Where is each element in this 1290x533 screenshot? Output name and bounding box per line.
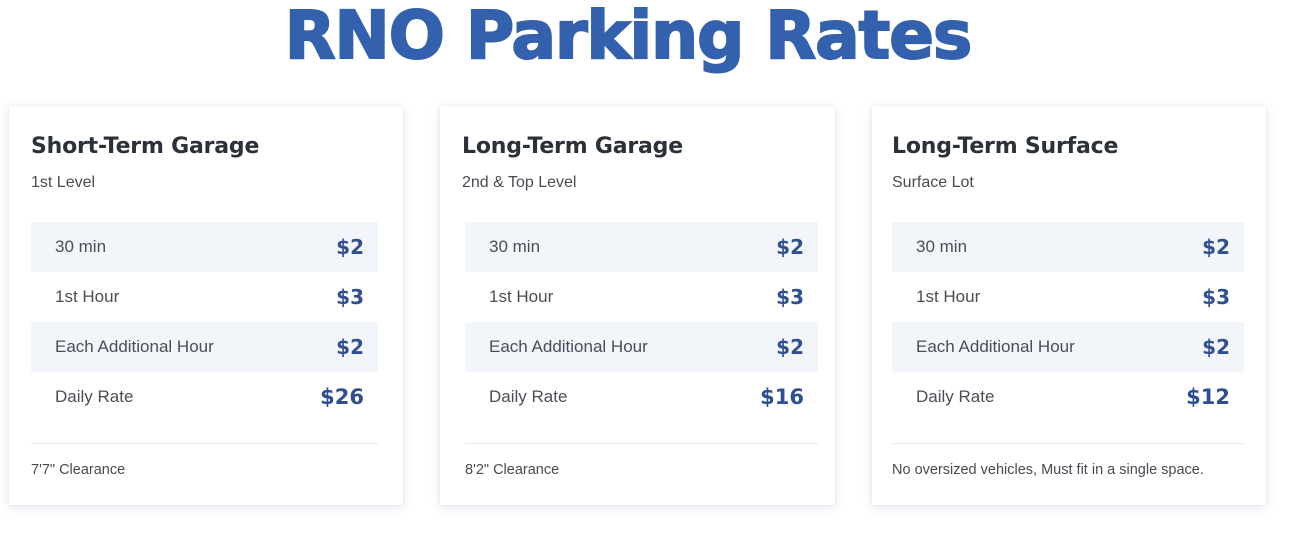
- rate-row-additional-hour: Each Additional Hour $2: [465, 322, 818, 372]
- rate-card-short-term-garage: Short-Term Garage 1st Level 30 min $2 1s…: [9, 106, 403, 505]
- card-subtitle: Surface Lot: [892, 174, 974, 191]
- rate-label: Each Additional Hour: [489, 337, 648, 356]
- divider: [892, 443, 1244, 444]
- divider: [31, 443, 378, 444]
- card-subtitle: 1st Level: [31, 174, 96, 191]
- rate-label: 1st Hour: [55, 287, 120, 306]
- rate-card-long-term-garage: Long-Term Garage 2nd & Top Level 30 min …: [440, 106, 835, 505]
- rate-price: $2: [336, 335, 364, 359]
- rate-row-daily: Daily Rate $26: [31, 372, 378, 422]
- rate-row-30-min: 30 min $2: [465, 222, 818, 272]
- card-heading: Long-Term Garage: [462, 134, 683, 159]
- rate-table: 30 min $2 1st Hour $3 Each Additional Ho…: [31, 222, 378, 422]
- rate-price: $12: [1186, 385, 1230, 409]
- rate-row-30-min: 30 min $2: [892, 222, 1244, 272]
- rate-table: 30 min $2 1st Hour $3 Each Additional Ho…: [892, 222, 1244, 422]
- rate-price: $2: [1202, 235, 1230, 259]
- rate-price: $2: [776, 335, 804, 359]
- rate-price: $2: [1202, 335, 1230, 359]
- rate-card-long-term-surface: Long-Term Surface Surface Lot 30 min $2 …: [872, 106, 1266, 505]
- rate-label: 30 min: [55, 237, 107, 256]
- rate-row-daily: Daily Rate $16: [465, 372, 818, 422]
- rate-price: $3: [336, 285, 364, 309]
- card-heading: Short-Term Garage: [31, 134, 260, 159]
- rate-row-1st-hour: 1st Hour $3: [892, 272, 1244, 322]
- rate-row-additional-hour: Each Additional Hour $2: [892, 322, 1244, 372]
- card-subtitle: 2nd & Top Level: [462, 174, 577, 191]
- rate-label: 30 min: [916, 237, 968, 256]
- rate-price: $3: [776, 285, 804, 309]
- rate-row-30-min: 30 min $2: [31, 222, 378, 272]
- card-heading: Long-Term Surface: [892, 134, 1119, 159]
- rate-label: Daily Rate: [55, 387, 134, 406]
- rate-row-1st-hour: 1st Hour $3: [31, 272, 378, 322]
- rate-label: Each Additional Hour: [55, 337, 214, 356]
- rate-price: $26: [320, 385, 364, 409]
- rate-label: 30 min: [489, 237, 541, 256]
- page-title: RNO Parking Rates: [284, 0, 974, 74]
- rate-row-daily: Daily Rate $12: [892, 372, 1244, 422]
- rate-label: Daily Rate: [916, 387, 995, 406]
- card-footer-note: 7'7" Clearance: [31, 462, 126, 478]
- rate-price: $2: [776, 235, 804, 259]
- rate-label: Each Additional Hour: [916, 337, 1075, 356]
- rate-table: 30 min $2 1st Hour $3 Each Additional Ho…: [465, 222, 818, 422]
- rate-label: 1st Hour: [916, 287, 981, 306]
- rate-price: $2: [336, 235, 364, 259]
- rate-label: 1st Hour: [489, 287, 554, 306]
- rate-label: Daily Rate: [489, 387, 568, 406]
- divider: [465, 443, 818, 444]
- rate-price: $16: [760, 385, 804, 409]
- card-footer-note: 8'2" Clearance: [465, 462, 560, 478]
- card-footer-note: No oversized vehicles, Must fit in a sin…: [892, 462, 1204, 478]
- rate-price: $3: [1202, 285, 1230, 309]
- rate-row-additional-hour: Each Additional Hour $2: [31, 322, 378, 372]
- rate-row-1st-hour: 1st Hour $3: [465, 272, 818, 322]
